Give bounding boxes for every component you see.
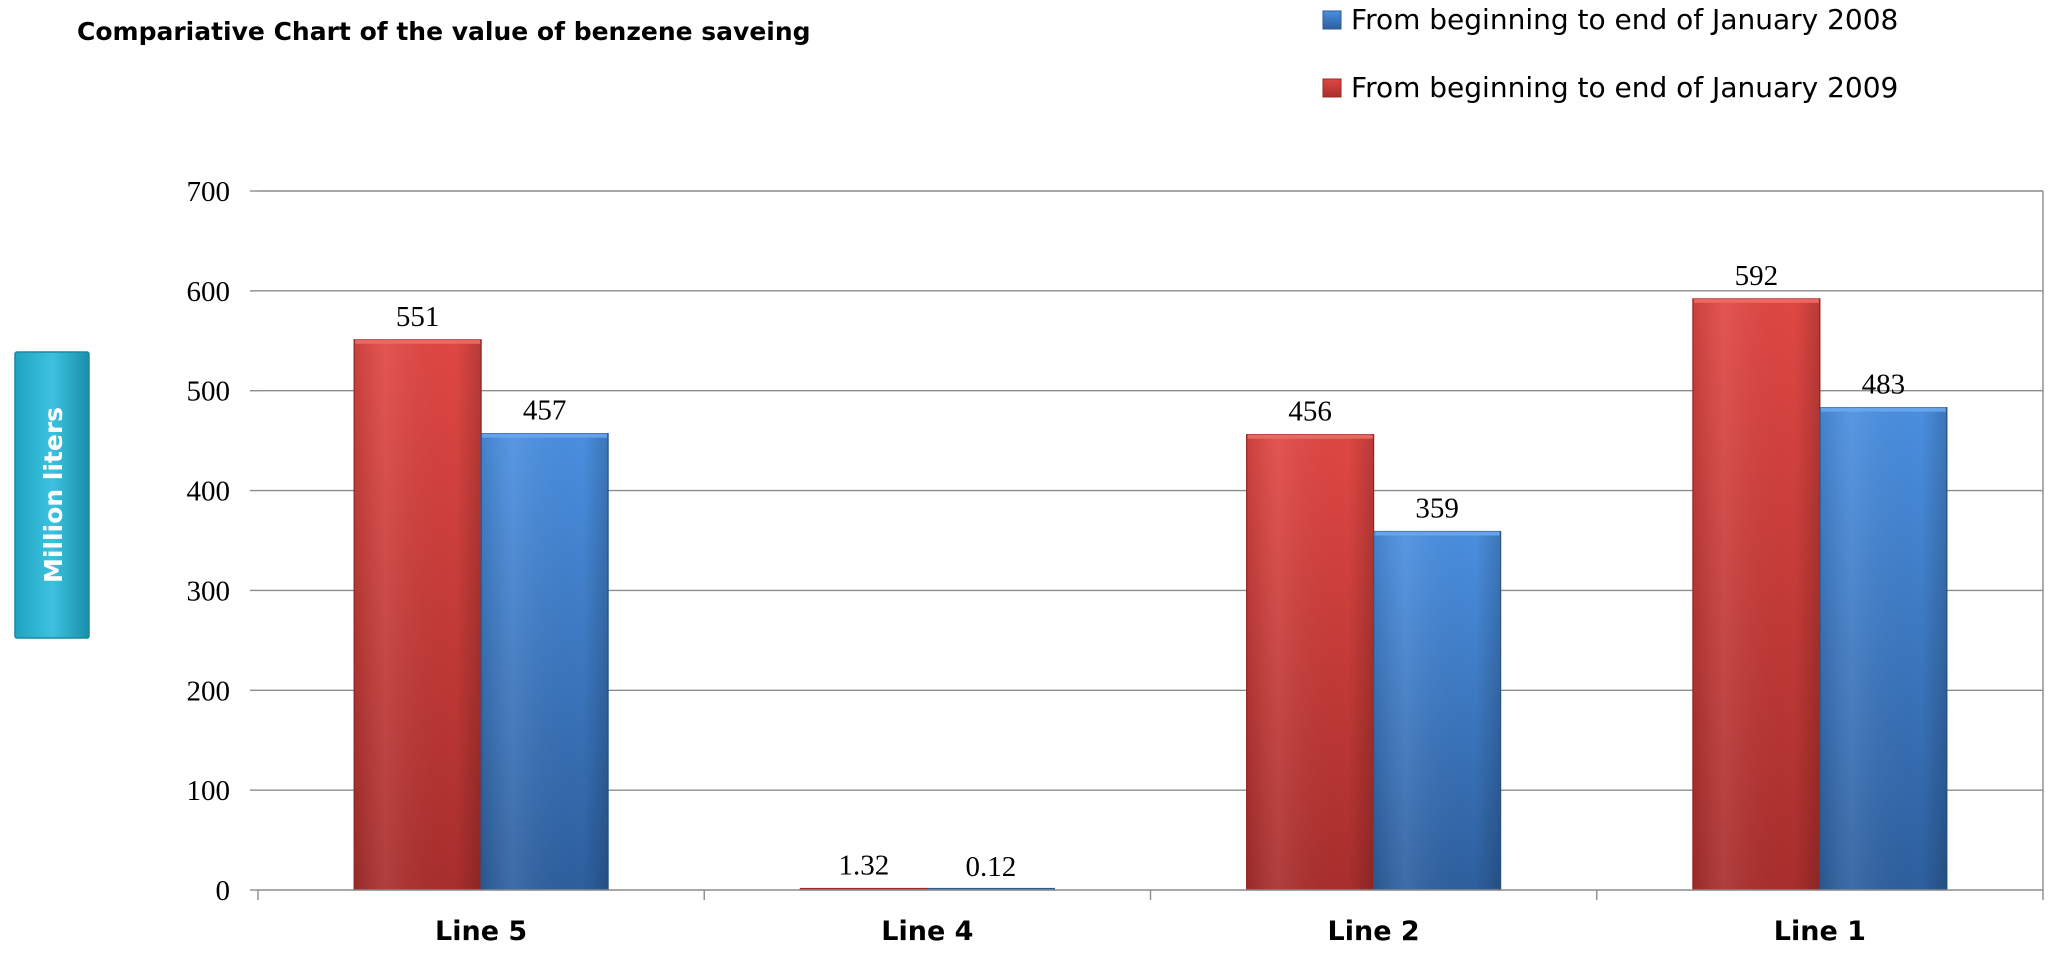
data-label: 457 bbox=[523, 395, 567, 427]
y-tick-label: 100 bbox=[187, 775, 231, 807]
bar bbox=[480, 433, 609, 891]
y-tick-label: 0 bbox=[216, 875, 231, 907]
legend-label: From beginning to end of January 2009 bbox=[1351, 71, 1898, 104]
data-label: 483 bbox=[1862, 369, 1906, 401]
y-axis-ticks: 0 100 200 300 400 500 600 700 bbox=[187, 176, 258, 907]
bar bbox=[1246, 434, 1375, 891]
legend-label: From beginning to end of January 2008 bbox=[1351, 3, 1898, 36]
x-tick-label: Line 4 bbox=[881, 916, 973, 947]
y-tick-label: 400 bbox=[187, 476, 231, 508]
y-tick-label: 200 bbox=[187, 675, 231, 707]
bar bbox=[1692, 298, 1821, 891]
x-tick-label: Line 5 bbox=[435, 916, 527, 947]
data-label: 0.12 bbox=[966, 851, 1017, 883]
y-tick-label: 600 bbox=[187, 276, 231, 308]
y-tick-label: 300 bbox=[187, 575, 231, 607]
data-label: 1.32 bbox=[839, 850, 890, 882]
y-tick-label: 500 bbox=[187, 376, 231, 408]
data-label: 592 bbox=[1735, 260, 1779, 292]
data-label: 551 bbox=[396, 301, 440, 333]
bar bbox=[1819, 407, 1948, 891]
chart-title: Compariative Chart of the value of benze… bbox=[77, 17, 811, 46]
legend-item: From beginning to end of January 2009 bbox=[1322, 71, 1898, 104]
y-axis-label-box: Million liters bbox=[14, 351, 90, 639]
y-tick-label: 700 bbox=[187, 176, 231, 208]
y-axis-label: Million liters bbox=[39, 407, 68, 583]
data-label: 359 bbox=[1415, 493, 1459, 525]
x-tick-label: Line 1 bbox=[1774, 916, 1866, 947]
data-labels: 551 457 1.32 0.12 456 359 592 483 bbox=[396, 260, 1905, 883]
data-label: 456 bbox=[1288, 396, 1332, 428]
legend-swatch bbox=[1322, 10, 1342, 30]
bar bbox=[1373, 530, 1502, 891]
bar bbox=[353, 339, 482, 891]
x-axis-ticks: Line 5 Line 4 Line 2 Line 1 bbox=[257, 890, 2044, 947]
x-tick-label: Line 2 bbox=[1328, 916, 1420, 947]
legend-swatch bbox=[1322, 78, 1342, 98]
legend-item: From beginning to end of January 2008 bbox=[1322, 3, 1898, 36]
bars bbox=[353, 298, 1948, 891]
legend: From beginning to end of January 2008 Fro… bbox=[1322, 3, 1898, 104]
